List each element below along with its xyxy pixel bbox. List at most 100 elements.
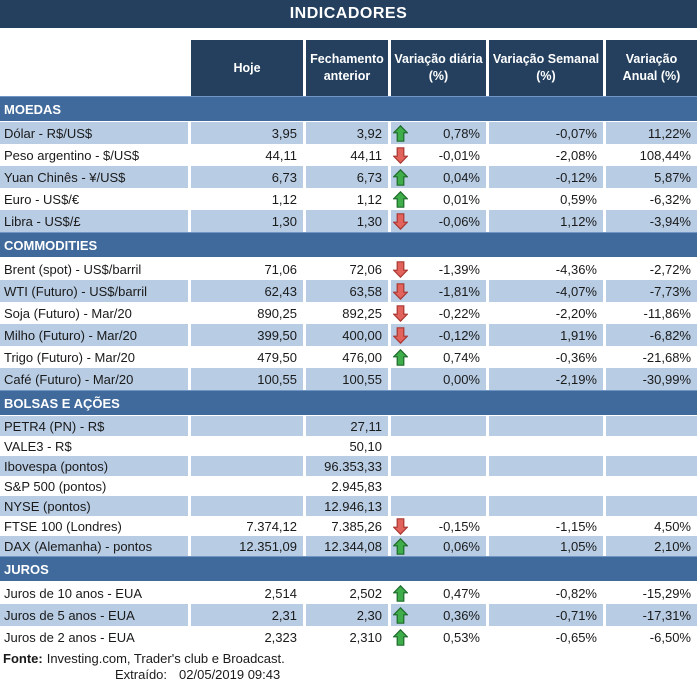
cell-fechamento-anterior: 72,06 (306, 258, 388, 280)
cell-indicator-label: Libra - US$/£ (0, 210, 188, 232)
cell-variacao-semanal: -0,36% (489, 346, 603, 368)
cell-variacao-anual: -6,50% (606, 626, 697, 648)
cell-fechamento-anterior: 2,30 (306, 604, 388, 626)
cell-fechamento-anterior: 7.385,26 (306, 516, 388, 536)
cell-variacao-diaria: -1,39% (391, 258, 486, 280)
cell-variacao-anual: -3,94% (606, 210, 697, 232)
table-row: WTI (Futuro) - US$/barril 62,43 63,58 -1,81… (0, 280, 697, 302)
cell-indicator-label: Juros de 2 anos - EUA (0, 626, 188, 648)
cell-hoje: 1,30 (191, 210, 303, 232)
cell-variacao-diaria: -0,06% (391, 210, 486, 232)
section-header-label: COMMODITIES (4, 237, 98, 253)
variacao-diaria-value: 0,06% (443, 538, 480, 554)
cell-variacao-semanal (489, 476, 603, 496)
section-header-juros: JUROS (0, 556, 697, 582)
cell-variacao-semanal: -2,20% (489, 302, 603, 324)
cell-variacao-anual (606, 476, 697, 496)
variacao-diaria-value: 0,74% (443, 349, 480, 365)
section-header-label: BOLSAS E AÇÕES (4, 395, 120, 411)
cell-fechamento-anterior: 12.344,08 (306, 536, 388, 556)
cell-variacao-semanal: -0,65% (489, 626, 603, 648)
up-arrow-icon (393, 584, 408, 602)
down-arrow-icon (393, 326, 408, 344)
cell-fechamento-anterior: 2,502 (306, 582, 388, 604)
table-row: Dólar - R$/US$ 3,95 3,92 0,78% -0,07% 11,22% (0, 122, 697, 144)
report-footer: Fonte: Investing.com, Trader's club e Bro… (0, 651, 697, 683)
table-row: NYSE (pontos) 12.946,13 (0, 496, 697, 516)
down-arrow-icon (393, 260, 408, 278)
cell-variacao-diaria: -1,81% (391, 280, 486, 302)
cell-hoje: 62,43 (191, 280, 303, 302)
table-row: Brent (spot) - US$/barril 71,06 72,06 -1,39… (0, 258, 697, 280)
cell-indicator-label: FTSE 100 (Londres) (0, 516, 188, 536)
table-row: Yuan Chinês - ¥/US$ 6,73 6,73 0,04% -0,12% 5,… (0, 166, 697, 188)
cell-variacao-diaria: 0,47% (391, 582, 486, 604)
cell-indicator-label: Ibovespa (pontos) (0, 456, 188, 476)
cell-variacao-semanal: -4,07% (489, 280, 603, 302)
cell-variacao-diaria: 0,01% (391, 188, 486, 210)
cell-indicator-label: Trigo (Futuro) - Mar/20 (0, 346, 188, 368)
cell-variacao-anual: -2,72% (606, 258, 697, 280)
table-row: Juros de 5 anos - EUA 2,31 2,30 0,36% -0,71%… (0, 604, 697, 626)
table-row: Soja (Futuro) - Mar/20 890,25 892,25 -0,22%… (0, 302, 697, 324)
cell-variacao-diaria: 0,06% (391, 536, 486, 556)
cell-variacao-diaria (391, 476, 486, 496)
cell-variacao-semanal: -2,19% (489, 368, 603, 390)
cell-indicator-label: Yuan Chinês - ¥/US$ (0, 166, 188, 188)
cell-variacao-diaria: -0,01% (391, 144, 486, 166)
cell-variacao-diaria: 0,53% (391, 626, 486, 648)
cell-variacao-diaria (391, 496, 486, 516)
variacao-diaria-value: -0,22% (438, 305, 480, 321)
cell-variacao-anual (606, 436, 697, 456)
cell-fechamento-anterior: 1,30 (306, 210, 388, 232)
cell-variacao-diaria: 0,00% (391, 368, 486, 390)
cell-variacao-anual: -21,68% (606, 346, 697, 368)
cell-variacao-anual: 2,10% (606, 536, 697, 556)
cell-fechamento-anterior: 1,12 (306, 188, 388, 210)
variacao-diaria-value: 0,53% (443, 629, 480, 645)
source-label: Fonte: (3, 651, 43, 666)
cell-variacao-anual (606, 496, 697, 516)
cell-indicator-label: WTI (Futuro) - US$/barril (0, 280, 188, 302)
cell-hoje (191, 436, 303, 456)
cell-variacao-diaria: 0,36% (391, 604, 486, 626)
variacao-diaria-value: 0,47% (443, 585, 480, 601)
cell-hoje (191, 456, 303, 476)
cell-indicator-label: Peso argentino - $/US$ (0, 144, 188, 166)
cell-hoje (191, 476, 303, 496)
cell-variacao-anual: -6,32% (606, 188, 697, 210)
cell-hoje: 2,31 (191, 604, 303, 626)
section-header-moedas: MOEDAS (0, 96, 697, 122)
cell-variacao-anual (606, 456, 697, 476)
table-row: Peso argentino - $/US$ 44,11 44,11 -0,01% -2… (0, 144, 697, 166)
cell-variacao-anual: -15,29% (606, 582, 697, 604)
variacao-diaria-value: -0,06% (438, 213, 480, 229)
cell-fechamento-anterior: 63,58 (306, 280, 388, 302)
table-row: PETR4 (PN) - R$ 27,11 (0, 416, 697, 436)
cell-hoje (191, 496, 303, 516)
cell-fechamento-anterior: 400,00 (306, 324, 388, 346)
cell-indicator-label: PETR4 (PN) - R$ (0, 416, 188, 436)
up-arrow-icon (393, 190, 408, 208)
section-header-bolsas-e-acoes: BOLSAS E AÇÕES (0, 390, 697, 416)
column-header-variacao-anual: Variação Anual (%) (606, 40, 697, 96)
cell-hoje (191, 416, 303, 436)
variacao-diaria-value: 0,01% (443, 191, 480, 207)
section-header-commodities: COMMODITIES (0, 232, 697, 258)
cell-variacao-anual: -11,86% (606, 302, 697, 324)
variacao-diaria-value: -0,15% (438, 518, 480, 534)
variacao-diaria-value: -0,12% (438, 327, 480, 343)
cell-indicator-label: NYSE (pontos) (0, 496, 188, 516)
cell-variacao-diaria: 0,78% (391, 122, 486, 144)
up-arrow-icon (393, 628, 408, 646)
cell-variacao-diaria (391, 416, 486, 436)
column-header-row: Hoje Fechamento anterior Variação diária… (0, 40, 697, 96)
cell-variacao-semanal (489, 456, 603, 476)
table-row: Trigo (Futuro) - Mar/20 479,50 476,00 0,74%… (0, 346, 697, 368)
cell-variacao-semanal: -0,82% (489, 582, 603, 604)
cell-hoje: 7.374,12 (191, 516, 303, 536)
extracted-label: Extraído: (115, 667, 168, 682)
cell-fechamento-anterior: 12.946,13 (306, 496, 388, 516)
cell-hoje: 479,50 (191, 346, 303, 368)
